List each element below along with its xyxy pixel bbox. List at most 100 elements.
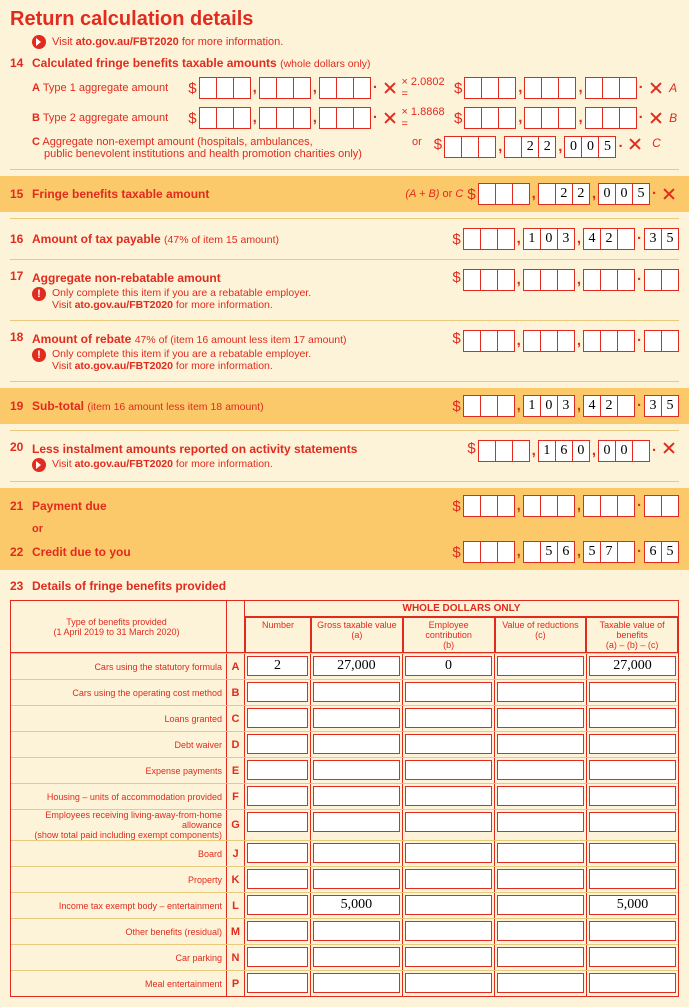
row-letter: B [32,112,40,124]
tax-input[interactable] [589,812,676,832]
val-input[interactable] [497,895,584,915]
number-input[interactable] [247,973,308,993]
input-group[interactable] [478,183,530,205]
emp-input[interactable] [405,869,492,889]
letter-cell: G [227,810,245,840]
emp-input[interactable] [405,760,492,780]
gross-input[interactable] [313,708,400,728]
gross-input[interactable] [313,812,400,832]
tax-input[interactable] [589,843,676,863]
val-input[interactable] [497,921,584,941]
input-group[interactable] [478,440,530,462]
visit-suffix: for more information. [182,36,283,48]
tax-input[interactable]: 5,000 [589,895,676,915]
tax-input[interactable] [589,708,676,728]
right-letter: A [667,81,679,95]
emp-input[interactable] [405,843,492,863]
table-row: Car parkingN [11,944,678,970]
val-input[interactable] [497,812,584,832]
emp-input[interactable] [405,921,492,941]
gross-input[interactable]: 27,000 [313,656,400,676]
emp-input[interactable] [405,973,492,993]
gross-input[interactable] [313,921,400,941]
val-input[interactable] [497,708,584,728]
number-input[interactable] [247,760,308,780]
tax-input[interactable] [589,734,676,754]
number-input[interactable] [247,895,308,915]
item-num: 17 [10,269,32,283]
tax-input[interactable] [589,947,676,967]
number-input[interactable] [247,947,308,967]
arrow-icon [32,35,46,49]
tax-input[interactable]: 27,000 [589,656,676,676]
number-input[interactable] [247,708,308,728]
input-group[interactable] [463,495,515,517]
link[interactable]: ato.gov.au/FBT2020 [75,360,173,372]
row-label: Type 2 aggregate amount [43,112,168,124]
row-letter: C [32,136,40,148]
input-group[interactable] [463,269,515,291]
x-icon [661,186,677,202]
val-input[interactable] [497,682,584,702]
link[interactable]: ato.gov.au/FBT2020 [75,458,173,470]
tax-input[interactable] [589,921,676,941]
link[interactable]: ato.gov.au/FBT2020 [75,299,173,311]
input-group[interactable] [444,136,496,158]
tax-input[interactable] [589,682,676,702]
row-label: Type 1 aggregate amount [43,82,168,94]
val-input[interactable] [497,786,584,806]
emp-input[interactable] [405,682,492,702]
note: Only complete this item if you are a reb… [52,348,311,360]
number-input[interactable] [247,734,308,754]
type-cell: Housing – units of accommodation provide… [11,784,227,809]
item-label: Amount of tax payable [32,232,161,246]
gross-input[interactable] [313,734,400,754]
val-input[interactable] [497,843,584,863]
x-icon [627,136,643,152]
gross-input[interactable] [313,947,400,967]
input-group[interactable] [199,107,251,129]
val-input[interactable] [497,656,584,676]
number-input[interactable] [247,869,308,889]
input-group[interactable] [199,77,251,99]
input-group[interactable] [463,395,515,417]
input-group[interactable] [463,228,515,250]
gross-input[interactable] [313,973,400,993]
val-input[interactable] [497,973,584,993]
emp-input[interactable] [405,895,492,915]
input-group[interactable] [463,541,515,563]
number-input[interactable] [247,812,308,832]
val-input[interactable] [497,760,584,780]
tax-input[interactable] [589,760,676,780]
gross-input[interactable]: 5,000 [313,895,400,915]
visit-info: Visit ato.gov.au/FBT2020 for more inform… [32,35,679,49]
gross-input[interactable] [313,682,400,702]
emp-input[interactable] [405,708,492,728]
number-input[interactable] [247,921,308,941]
tax-input[interactable] [589,786,676,806]
visit-link[interactable]: ato.gov.au/FBT2020 [76,36,179,48]
emp-input[interactable] [405,786,492,806]
table-row: Employees receiving living-away-from-hom… [11,809,678,840]
gross-input[interactable] [313,869,400,889]
item-14-label: Calculated fringe benefits taxable amoun… [32,56,277,70]
gross-input[interactable] [313,786,400,806]
gross-input[interactable] [313,843,400,863]
table-body: Cars using the statutory formulaA227,000… [11,653,678,996]
tax-input[interactable] [589,973,676,993]
emp-input[interactable]: 0 [405,656,492,676]
emp-input[interactable] [405,812,492,832]
gross-input[interactable] [313,760,400,780]
input-group[interactable] [463,330,515,352]
number-input[interactable] [247,786,308,806]
emp-input[interactable] [405,734,492,754]
val-input[interactable] [497,947,584,967]
val-input[interactable] [497,734,584,754]
number-input[interactable] [247,682,308,702]
number-input[interactable] [247,843,308,863]
emp-input[interactable] [405,947,492,967]
table-row: Cars using the statutory formulaA227,000… [11,653,678,679]
val-input[interactable] [497,869,584,889]
tax-input[interactable] [589,869,676,889]
number-input[interactable]: 2 [247,656,308,676]
